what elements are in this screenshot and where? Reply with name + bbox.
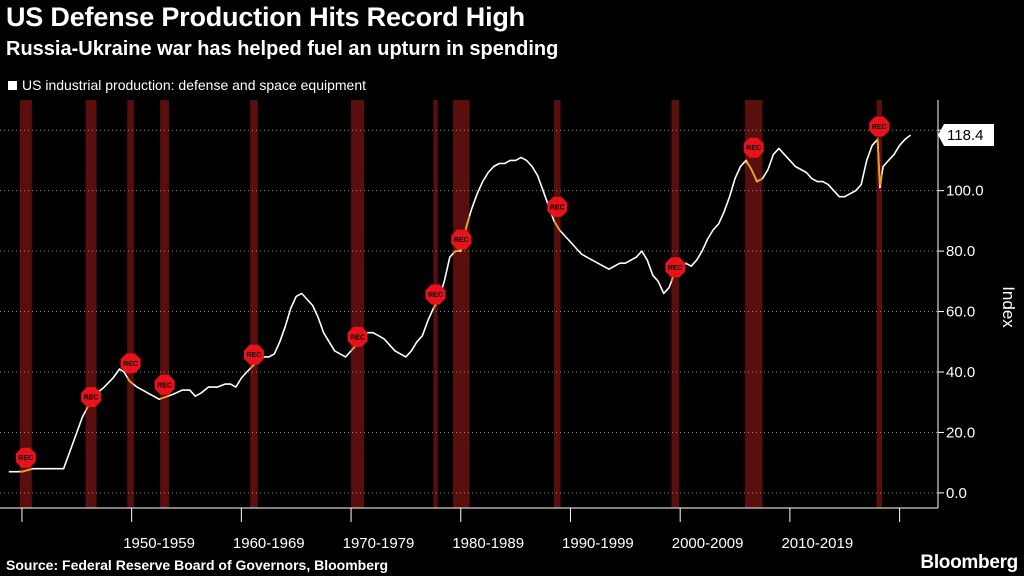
x-tick-label: 2000-2009 — [672, 535, 744, 552]
rec-marker-octagon — [347, 326, 368, 347]
recession-markers: REC REC REC REC REC REC REC REC REC REC REC REC — [15, 116, 890, 468]
brand-logo-text: Bloomberg — [920, 552, 1018, 573]
recession-line-segment-8 — [553, 220, 562, 232]
rec-marker-3: REC — [154, 374, 175, 395]
rec-marker-octagon — [547, 196, 568, 217]
rec-marker-1: REC — [81, 387, 102, 407]
rec-marker-label: REC — [247, 352, 262, 359]
rec-marker-octagon — [81, 387, 102, 407]
recession-line-segment-0 — [19, 468, 33, 473]
rec-marker-10: REC — [743, 137, 764, 158]
recession-band-5 — [351, 100, 365, 508]
rec-marker-0: REC — [15, 447, 36, 468]
legend: US industrial production: defense and sp… — [8, 77, 366, 93]
rec-marker-5: REC — [347, 326, 368, 347]
rec-marker-11: REC — [869, 116, 890, 137]
rec-marker-4: REC — [244, 344, 264, 365]
rec-marker-octagon — [743, 137, 764, 158]
recession-line-segment-11 — [875, 137, 883, 186]
recession-line-segment-10 — [744, 160, 763, 182]
rec-marker-octagon — [154, 374, 175, 395]
recession-band-2 — [127, 100, 134, 508]
rec-marker-label: REC — [746, 145, 761, 152]
rec-marker-label: REC — [668, 265, 683, 272]
rec-marker-label: REC — [123, 361, 138, 368]
x-tick-label: 1980-1989 — [452, 535, 524, 552]
rec-marker-octagon — [425, 284, 446, 305]
recession-band-4 — [250, 100, 258, 508]
rec-marker-2: REC — [120, 353, 141, 374]
y-tick-label: 0.0 — [946, 485, 967, 502]
rec-marker-label: REC — [157, 382, 172, 389]
rec-marker-label: REC — [350, 334, 365, 341]
rec-marker-label: REC — [84, 395, 99, 402]
rec-marker-octagon — [665, 257, 686, 278]
last-value-box — [938, 124, 994, 147]
rec-marker-octagon — [869, 116, 890, 137]
y-tick-label: 80.0 — [946, 243, 975, 260]
rec-marker-octagon — [451, 229, 472, 250]
y-axis-label: Index — [999, 286, 1018, 328]
last-value-label: 118.4 — [947, 127, 983, 144]
rec-marker-9: REC — [665, 257, 686, 278]
axes — [0, 100, 944, 522]
rec-marker-octagon — [15, 447, 36, 468]
series-line — [8, 134, 912, 473]
recession-band-8 — [554, 100, 561, 508]
x-tick-label: 1950-1959 — [123, 535, 195, 552]
source-note: Source: Federal Reserve Board of Governo… — [6, 557, 388, 573]
y-tick-label: 100.0 — [946, 183, 984, 200]
recession-bands — [19, 100, 883, 508]
rec-marker-7: REC — [451, 229, 472, 250]
legend-swatch — [8, 80, 17, 90]
recession-band-1 — [85, 100, 97, 508]
y-tick-label: 40.0 — [946, 364, 975, 381]
rec-marker-8: REC — [547, 196, 568, 217]
recession-band-11 — [876, 100, 883, 508]
recession-line-segment-2 — [126, 376, 135, 386]
rec-marker-label: REC — [428, 292, 443, 299]
rec-marker-octagon — [120, 353, 141, 374]
rec-marker-6: REC — [425, 284, 446, 305]
recession-band-9 — [671, 100, 680, 508]
last-value-callout: 118.4 — [938, 124, 994, 147]
x-tick-label: 2010-2019 — [781, 535, 853, 552]
x-tick-labels: 1950-1959 1960-1969 1970-1979 1980-1989 1990… — [123, 535, 853, 552]
y-tick-label: 20.0 — [946, 424, 975, 441]
legend-label: US industrial production: defense and sp… — [22, 77, 366, 93]
rec-marker-label: REC — [550, 204, 565, 211]
y-tick-label: 60.0 — [946, 304, 975, 321]
gridlines — [0, 129, 938, 494]
rec-marker-label: REC — [18, 455, 33, 462]
recession-line-segment-3 — [159, 394, 170, 400]
rec-marker-octagon — [244, 344, 264, 365]
rec-marker-label: REC — [872, 124, 887, 131]
x-tick-label: 1970-1979 — [343, 535, 415, 552]
rec-marker-label: REC — [454, 237, 469, 244]
x-tick-label: 1960-1969 — [233, 535, 305, 552]
recession-band-0 — [19, 100, 32, 508]
recession-band-7 — [453, 100, 470, 508]
recession-band-10 — [744, 100, 763, 508]
chart-title: US Defense Production Hits Record High — [6, 2, 525, 32]
chart-subtitle: Russia-Ukraine war has helped fuel an up… — [6, 38, 559, 60]
recession-band-3 — [160, 100, 169, 508]
x-tick-label: 1990-1999 — [562, 535, 634, 552]
